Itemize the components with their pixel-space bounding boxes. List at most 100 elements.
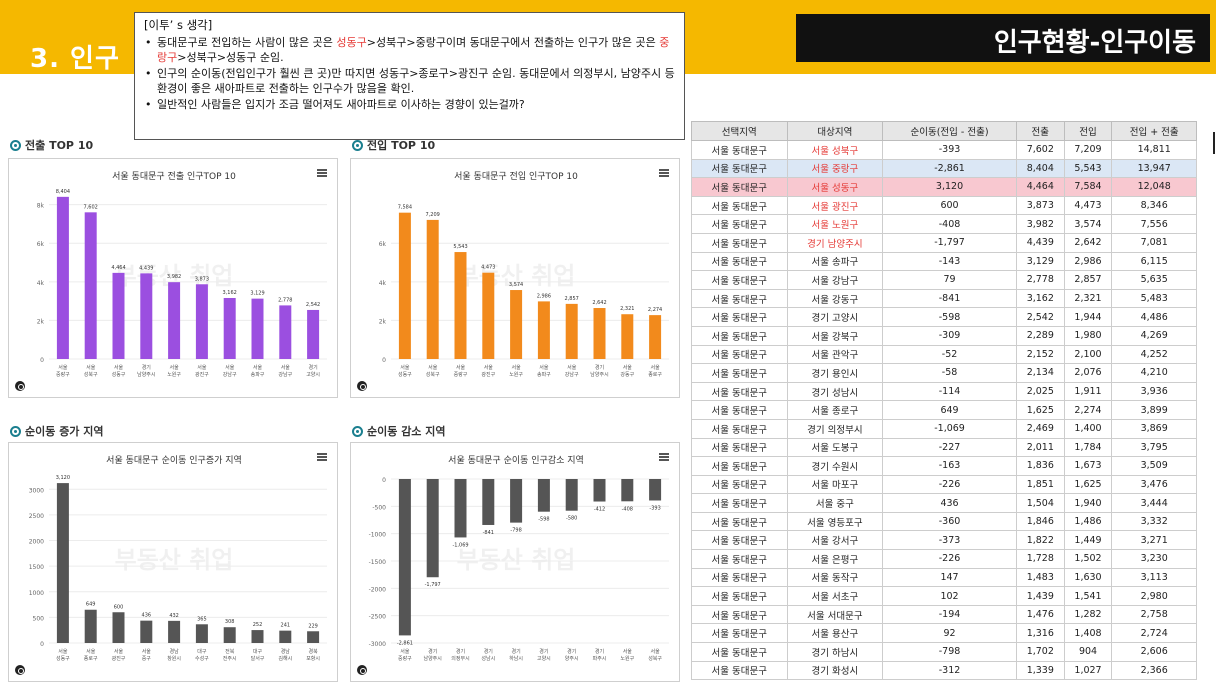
table-row[interactable]: 서울 동대문구 경기 고양시 -598 2,542 1,944 4,486 <box>691 307 1197 327</box>
menu-icon[interactable] <box>659 169 669 177</box>
column-header[interactable]: 순이동(전입 - 전출) <box>882 121 1017 141</box>
table-row[interactable]: 서울 동대문구 서울 종로구 649 1,625 2,274 3,899 <box>691 400 1197 420</box>
cell-in: 1,784 <box>1063 437 1113 458</box>
menu-icon[interactable] <box>317 453 327 461</box>
table-row[interactable]: 서울 동대문구 서울 서초구 102 1,439 1,541 2,980 <box>691 586 1197 606</box>
column-header[interactable]: 전입 + 전출 <box>1111 121 1197 141</box>
y-tick-label: 6k <box>37 241 45 248</box>
cell-out: 1,476 <box>1015 604 1065 625</box>
y-tick-label: -2500 <box>369 614 387 621</box>
cell-net: -408 <box>882 214 1017 234</box>
y-tick-label: 6k <box>379 241 387 248</box>
panel-label-in: 전입 TOP 10 <box>352 137 435 153</box>
cell-net: -226 <box>882 549 1017 569</box>
cell-a: 서울 동대문구 <box>691 177 788 197</box>
cell-out: 2,778 <box>1015 270 1065 290</box>
column-header[interactable]: 선택지역 <box>691 121 788 141</box>
cell-sum: 3,476 <box>1111 474 1197 495</box>
y-tick-label: 1500 <box>29 564 44 571</box>
table-row[interactable]: 서울 동대문구 서울 강동구 -841 3,162 2,321 5,483 <box>691 288 1197 309</box>
table-row[interactable]: 서울 동대문구 경기 성남시 -114 2,025 1,911 3,936 <box>691 381 1197 402</box>
table-row[interactable]: 서울 동대문구 서울 강북구 -309 2,289 1,980 4,269 <box>691 325 1197 346</box>
category-label: 고양시 <box>306 371 320 378</box>
table-row[interactable]: 서울 동대문구 서울 성동구 3,120 4,464 7,584 12,048 <box>691 177 1197 197</box>
table-row[interactable]: 서울 동대문구 서울 은평구 -226 1,728 1,502 3,230 <box>691 549 1197 569</box>
table-row[interactable]: 서울 동대문구 서울 도봉구 -227 2,011 1,784 3,795 <box>691 437 1197 458</box>
table-row[interactable]: 서울 동대문구 경기 수원시 -163 1,836 1,673 3,509 <box>691 456 1197 476</box>
cell-sum: 3,444 <box>1111 493 1197 513</box>
table-row[interactable]: 서울 동대문구 서울 송파구 -143 3,129 2,986 6,115 <box>691 251 1197 272</box>
commentary-text: 동대문구로 전입하는 사람이 많은 곳은 <box>157 35 337 49</box>
menu-icon[interactable] <box>317 169 327 177</box>
table-row[interactable]: 서울 동대문구 경기 용인시 -58 2,134 2,076 4,210 <box>691 363 1197 383</box>
cell-sum: 2,724 <box>1111 623 1197 644</box>
category-label: 서울 <box>169 364 179 371</box>
cell-in: 7,209 <box>1063 140 1113 160</box>
category-label: 강남구 <box>223 371 237 378</box>
table-row[interactable]: 서울 동대문구 서울 마포구 -226 1,851 1,625 3,476 <box>691 474 1197 495</box>
table-row[interactable]: 서울 동대문구 서울 강남구 79 2,778 2,857 5,635 <box>691 270 1197 290</box>
cell-a: 서울 동대문구 <box>691 270 788 290</box>
table-row[interactable]: 서울 동대문구 서울 서대문구 -194 1,476 1,282 2,758 <box>691 604 1197 625</box>
cell-sum: 4,210 <box>1111 363 1197 383</box>
cell-b: 서울 영등포구 <box>786 511 884 532</box>
cell-sum: 3,271 <box>1111 530 1197 551</box>
chart-card-in-top10: 서울 동대문구 전입 인구TOP 10 부동산 취업 0 2k 4k 6k 7,584 서울 성… <box>350 158 680 398</box>
table-row[interactable]: 서울 동대문구 서울 용산구 92 1,316 1,408 2,724 <box>691 623 1197 644</box>
cell-b: 서울 관악구 <box>786 344 884 365</box>
data-label: 3,574 <box>509 282 523 288</box>
cell-in: 1,940 <box>1063 493 1113 513</box>
bar <box>426 479 439 578</box>
table-row[interactable]: 서울 동대문구 서울 중구 436 1,504 1,940 3,444 <box>691 493 1197 513</box>
chart-title: 서울 동대문구 순이동 인구증가 지역 <box>106 455 242 466</box>
data-label: 436 <box>142 613 152 619</box>
table-row[interactable]: 서울 동대문구 경기 화성시 -312 1,339 1,027 2,366 <box>691 660 1197 681</box>
table-row[interactable]: 서울 동대문구 서울 광진구 600 3,873 4,473 8,346 <box>691 195 1197 216</box>
cell-in: 2,100 <box>1063 344 1113 365</box>
table-row[interactable]: 서울 동대문구 서울 노원구 -408 3,982 3,574 7,556 <box>691 214 1197 234</box>
column-header[interactable]: 전입 <box>1063 121 1113 141</box>
cell-net: -309 <box>882 325 1017 346</box>
bar <box>621 314 634 359</box>
column-header[interactable]: 전출 <box>1015 121 1065 141</box>
table-row[interactable]: 서울 동대문구 서울 강서구 -373 1,822 1,449 3,271 <box>691 530 1197 551</box>
cell-b: 서울 마포구 <box>786 474 884 495</box>
cell-out: 2,134 <box>1015 363 1065 383</box>
category-label: 중랑구 <box>454 371 468 378</box>
cell-b: 서울 서대문구 <box>786 604 884 625</box>
category-label: 서울 <box>86 364 96 371</box>
category-label: 대구 <box>197 648 207 655</box>
cell-net: -598 <box>882 307 1017 327</box>
panel-label-inc-text: 순이동 증가 지역 <box>25 425 104 438</box>
chart-card-net-decrease: 서울 동대문구 순이동 인구감소 지역 부동산 취업 0 -500 -1000 -1500… <box>350 442 680 682</box>
table-row[interactable]: 서울 동대문구 서울 성북구 -393 7,602 7,209 14,811 <box>691 140 1197 160</box>
cell-b: 서울 서초구 <box>786 586 884 606</box>
cell-out: 3,162 <box>1015 288 1065 309</box>
table-row[interactable]: 서울 동대문구 서울 동작구 147 1,483 1,630 3,113 <box>691 567 1197 588</box>
bar <box>223 297 236 359</box>
data-label: -1,069 <box>452 542 468 548</box>
cell-in: 1,449 <box>1063 530 1113 551</box>
menu-icon[interactable] <box>659 453 669 461</box>
cell-sum: 5,483 <box>1111 288 1197 309</box>
category-label: 송파구 <box>537 371 551 378</box>
column-header[interactable]: 대상지역 <box>786 121 884 141</box>
cell-out: 1,504 <box>1015 493 1065 513</box>
cell-in: 1,944 <box>1063 307 1113 327</box>
table-row[interactable]: 서울 동대문구 서울 중랑구 -2,861 8,404 5,543 13,947 <box>691 158 1197 179</box>
bar <box>565 303 578 359</box>
table-row[interactable]: 서울 동대문구 경기 하남시 -798 1,702 904 2,606 <box>691 642 1197 662</box>
category-label: 서울 <box>142 648 152 655</box>
table-row[interactable]: 서울 동대문구 서울 관악구 -52 2,152 2,100 4,252 <box>691 344 1197 365</box>
cell-a: 서울 동대문구 <box>691 418 788 439</box>
category-label: 강남구 <box>278 371 292 378</box>
cell-in: 1,625 <box>1063 474 1113 495</box>
bar <box>140 273 153 359</box>
table-row[interactable]: 서울 동대문구 서울 영등포구 -360 1,846 1,486 3,332 <box>691 511 1197 532</box>
cell-b: 서울 은평구 <box>786 549 884 569</box>
table-row[interactable]: 서울 동대문구 경기 남양주시 -1,797 4,439 2,642 7,081 <box>691 232 1197 253</box>
cell-net: -1,069 <box>882 418 1017 439</box>
table-row[interactable]: 서울 동대문구 경기 의정부시 -1,069 2,469 1,400 3,869 <box>691 418 1197 439</box>
cell-in: 1,541 <box>1063 586 1113 606</box>
cell-sum: 7,556 <box>1111 214 1197 234</box>
